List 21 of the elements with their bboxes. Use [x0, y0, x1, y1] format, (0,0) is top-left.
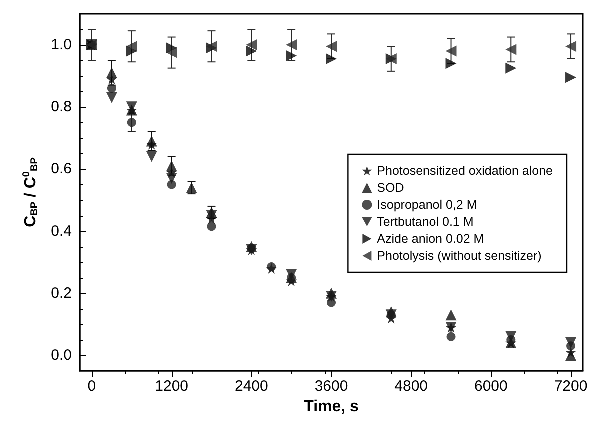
x-axis-title: Time, s: [304, 398, 360, 416]
x-tick-label: 1200: [155, 378, 189, 395]
x-tick-label: 6000: [474, 378, 508, 395]
x-tick-label: 3600: [314, 378, 348, 395]
y-tick-label: 0.8: [51, 98, 72, 116]
y-tick-label: 0.4: [51, 222, 72, 240]
y-tick-label: 0.6: [51, 160, 72, 178]
legend-label: Isopropanol 0,2 M: [377, 198, 478, 212]
x-tick-label: 2400: [234, 378, 268, 395]
x-tick-label: 4800: [394, 378, 428, 395]
x-tick-label: 0: [88, 378, 96, 395]
legend-label: SOD: [377, 181, 404, 195]
legend-label: Photosensitized oxidation alone: [377, 164, 554, 178]
x-tick-label: 7200: [554, 378, 588, 395]
y-tick-label: 1.0: [51, 36, 72, 54]
y-axis-title: CBP / C0BP: [22, 157, 40, 228]
y-tick-label: 0.0: [51, 346, 72, 364]
y-tick-label: 0.2: [51, 284, 72, 302]
legend-label: Photolysis (without sensitizer): [377, 249, 542, 263]
legend-label: Tertbutanol 0.1 M: [377, 215, 474, 229]
legend-label: Azide anion 0.02 M: [377, 232, 484, 246]
